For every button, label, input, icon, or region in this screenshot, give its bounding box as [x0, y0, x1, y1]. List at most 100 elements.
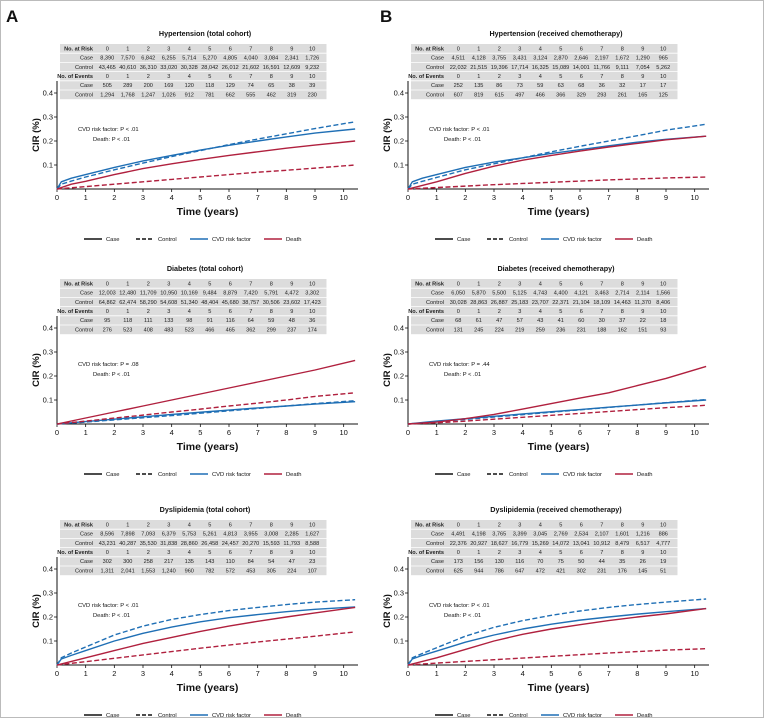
table-cell: 8,879 — [223, 291, 237, 297]
table-cell: 131 — [454, 327, 463, 333]
table-cell: 5,870 — [472, 291, 486, 297]
x-tick-label: 3 — [141, 669, 145, 678]
table-year-label: 6 — [229, 74, 232, 80]
table-cell: 35 — [619, 559, 625, 565]
x-tick-label: 0 — [406, 428, 410, 437]
table-cell: 421 — [556, 568, 565, 574]
chart-title: Dyslipidemia (total cohort) — [160, 505, 251, 514]
x-tick-label: 5 — [549, 428, 553, 437]
events-header: No. of Events — [408, 550, 444, 556]
table-year-label: 0 — [106, 550, 109, 556]
table-cell: 59 — [268, 318, 274, 324]
table-year-label: 1 — [477, 309, 480, 315]
table-cell: 47 — [289, 559, 295, 565]
table-year-label: 5 — [559, 74, 562, 80]
table-cell: 14,072 — [552, 541, 569, 547]
x-tick-label: 9 — [313, 669, 317, 678]
table-cell: 28,860 — [181, 541, 198, 547]
x-tick-label: 8 — [635, 193, 639, 202]
table-cell: 98 — [186, 318, 192, 324]
x-tick-label: 1 — [84, 193, 88, 202]
table-year-label: 0 — [106, 309, 109, 315]
table-year-label: 10 — [660, 46, 666, 52]
table-year-label: 0 — [457, 309, 460, 315]
table-cell: 8,596 — [100, 532, 114, 538]
table-cell: 48 — [289, 318, 295, 324]
table-group-label: Case — [431, 56, 444, 62]
panel-letter-b: B — [380, 7, 392, 26]
table-cell: 3,008 — [264, 532, 278, 538]
table-year-label: 0 — [457, 74, 460, 80]
table-year-label: 10 — [309, 281, 315, 287]
x-tick-label: 6 — [578, 669, 582, 678]
x-axis-label: Time (years) — [177, 682, 239, 694]
annotation-death-p: Death: P < .01 — [444, 372, 481, 378]
legend-case-label: Case — [457, 472, 471, 478]
table-group-label: Control — [426, 541, 444, 547]
table-cell: 111 — [144, 318, 153, 324]
table-year-label: 3 — [518, 74, 521, 80]
x-tick-label: 6 — [578, 193, 582, 202]
table-cell: 224 — [495, 327, 504, 333]
table-cell: 13,041 — [573, 541, 590, 547]
death-control-line — [56, 164, 356, 190]
table-cell: 39 — [309, 83, 315, 89]
table-cell: 4,128 — [472, 56, 486, 62]
legend-cvd-risk-factor-label: CVD risk factor — [212, 237, 251, 243]
at-risk-header: No. at Risk — [415, 281, 445, 287]
table-year-label: 7 — [249, 74, 252, 80]
table-year-label: 4 — [188, 46, 191, 52]
table-cell: 48,404 — [201, 300, 218, 306]
table-cell: 2,646 — [574, 56, 588, 62]
table-cell: 14,001 — [573, 65, 590, 71]
table-cell: 20,270 — [242, 541, 259, 547]
table-cell: 607 — [454, 92, 463, 98]
table-cell: 35,530 — [140, 541, 157, 547]
table-cell: 25,183 — [511, 300, 528, 306]
y-axis-label: CIR (%) — [382, 118, 393, 152]
table-cell: 4,198 — [472, 532, 486, 538]
death-case-line — [56, 359, 356, 425]
table-year-label: 2 — [498, 281, 501, 287]
table-year-label: 5 — [208, 309, 211, 315]
table-year-label: 9 — [641, 74, 644, 80]
table-cell: 24,457 — [222, 541, 239, 547]
table-cell: 5,753 — [182, 532, 196, 538]
table-cell: 3,045 — [533, 532, 547, 538]
table-cell: 472 — [536, 568, 545, 574]
table-cell: 305 — [267, 568, 276, 574]
table-cell: 786 — [495, 568, 504, 574]
table-group-label: Control — [426, 568, 444, 574]
y-tick-label: 0.4 — [394, 89, 404, 98]
table-year-label: 6 — [229, 550, 232, 556]
y-tick-label: 0.4 — [43, 324, 53, 333]
table-cell: 116 — [515, 559, 524, 565]
table-year-label: 1 — [477, 550, 480, 556]
table-cell: 7,093 — [141, 532, 155, 538]
table-cell: 28,863 — [470, 300, 487, 306]
table-cell: 70 — [537, 559, 543, 565]
table-cell: 129 — [226, 83, 235, 89]
table-cell: 2,107 — [595, 532, 609, 538]
table-cell: 300 — [123, 559, 132, 565]
table-year-label: 4 — [188, 74, 191, 80]
table-cell: 74 — [248, 83, 254, 89]
table-group-label: Control — [426, 300, 444, 306]
table-year-label: 10 — [660, 74, 666, 80]
table-cell: 26,887 — [491, 300, 508, 306]
table-year-label: 10 — [309, 46, 315, 52]
y-tick-label: 0.1 — [394, 637, 404, 646]
table-cell: 21,104 — [573, 300, 590, 306]
table-year-label: 8 — [270, 281, 273, 287]
table-year-label: 8 — [270, 46, 273, 52]
table-year-label: 4 — [539, 309, 542, 315]
table-group-label: Case — [80, 56, 93, 62]
x-tick-label: 2 — [463, 669, 467, 678]
x-tick-label: 10 — [339, 193, 347, 202]
table-year-label: 6 — [580, 46, 583, 52]
table-cell: 662 — [226, 92, 235, 98]
chart-title: Hypertension (total cohort) — [159, 29, 252, 38]
table-cell: 21,602 — [242, 65, 259, 71]
table-cell: 30,506 — [263, 300, 280, 306]
events-header: No. of Events — [408, 74, 444, 80]
